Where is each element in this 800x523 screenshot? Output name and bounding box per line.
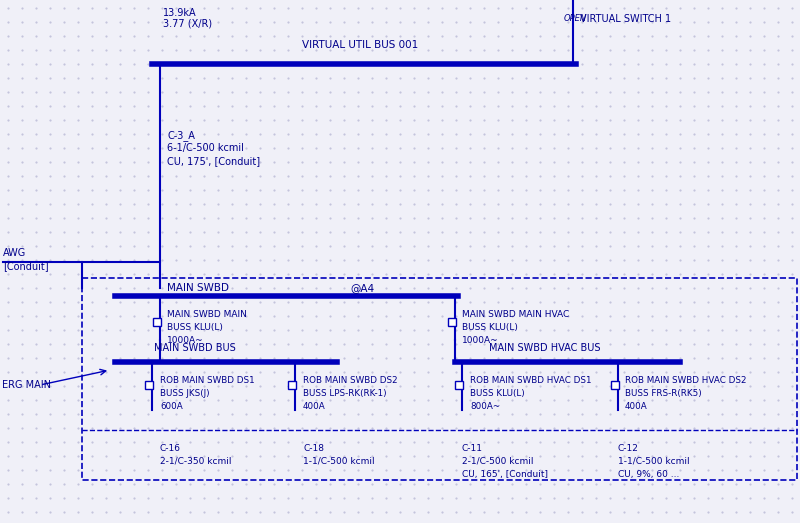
Bar	[448, 318, 456, 326]
Text: MAIN SWBD MAIN: MAIN SWBD MAIN	[167, 310, 247, 319]
Text: ROB MAIN SWBD DS2: ROB MAIN SWBD DS2	[303, 376, 398, 385]
Text: 1000A~: 1000A~	[462, 336, 498, 345]
Text: ROB MAIN SWBD HVAC DS2: ROB MAIN SWBD HVAC DS2	[625, 376, 746, 385]
Text: 400A: 400A	[625, 402, 648, 411]
Bar	[153, 318, 161, 326]
Text: 800A~: 800A~	[470, 402, 500, 411]
Text: 1-1/C-500 kcmil: 1-1/C-500 kcmil	[303, 457, 374, 466]
Bar	[145, 381, 153, 389]
Text: C-3_A: C-3_A	[167, 130, 195, 141]
Bar	[82, 278, 797, 480]
Bar	[611, 381, 619, 389]
Bar	[288, 381, 296, 389]
Text: MAIN SWBD MAIN HVAC: MAIN SWBD MAIN HVAC	[462, 310, 570, 319]
Text: BUSS LPS-RK(RK-1): BUSS LPS-RK(RK-1)	[303, 389, 386, 398]
Text: ERG MAIN: ERG MAIN	[2, 380, 51, 390]
Text: BUSS KLU(L): BUSS KLU(L)	[167, 323, 223, 332]
Text: C-16: C-16	[160, 444, 181, 453]
Text: ROB MAIN SWBD HVAC DS1: ROB MAIN SWBD HVAC DS1	[470, 376, 591, 385]
Text: CU, 9%, 60 ...: CU, 9%, 60 ...	[618, 470, 679, 479]
Text: 400A: 400A	[303, 402, 326, 411]
Text: AWG: AWG	[3, 248, 26, 258]
Text: 1000A~: 1000A~	[167, 336, 204, 345]
Text: BUSS JKS(J): BUSS JKS(J)	[160, 389, 210, 398]
Text: MAIN SWBD BUS: MAIN SWBD BUS	[154, 343, 236, 353]
Text: VIRTUAL SWITCH 1: VIRTUAL SWITCH 1	[580, 14, 671, 24]
Text: BUSS KLU(L): BUSS KLU(L)	[470, 389, 525, 398]
Text: [Conduit]: [Conduit]	[3, 261, 49, 271]
Text: 600A: 600A	[160, 402, 182, 411]
Text: OPEN: OPEN	[564, 14, 587, 23]
Text: @A4: @A4	[350, 283, 374, 293]
Text: BUSS KLU(L): BUSS KLU(L)	[462, 323, 518, 332]
Text: BUSS FRS-R(RK5): BUSS FRS-R(RK5)	[625, 389, 702, 398]
Text: 1-1/C-500 kcmil: 1-1/C-500 kcmil	[618, 457, 690, 466]
Text: ROB MAIN SWBD DS1: ROB MAIN SWBD DS1	[160, 376, 254, 385]
Text: 13.9kA: 13.9kA	[163, 8, 197, 18]
Bar	[455, 381, 463, 389]
Text: C-11: C-11	[462, 444, 483, 453]
Text: MAIN SWBD HVAC BUS: MAIN SWBD HVAC BUS	[490, 343, 601, 353]
Text: C-18: C-18	[303, 444, 324, 453]
Text: 6-1/C-500 kcmil: 6-1/C-500 kcmil	[167, 143, 244, 153]
Text: MAIN SWBD: MAIN SWBD	[167, 283, 229, 293]
Text: CU, 175', [Conduit]: CU, 175', [Conduit]	[167, 156, 260, 166]
Text: C-12: C-12	[618, 444, 639, 453]
Text: VIRTUAL UTIL BUS 001: VIRTUAL UTIL BUS 001	[302, 40, 418, 50]
Text: 2-1/C-350 kcmil: 2-1/C-350 kcmil	[160, 457, 231, 466]
Text: CU, 165', [Conduit]: CU, 165', [Conduit]	[462, 470, 548, 479]
Text: 3.77 (X/R): 3.77 (X/R)	[163, 19, 212, 29]
Text: 2-1/C-500 kcmil: 2-1/C-500 kcmil	[462, 457, 534, 466]
